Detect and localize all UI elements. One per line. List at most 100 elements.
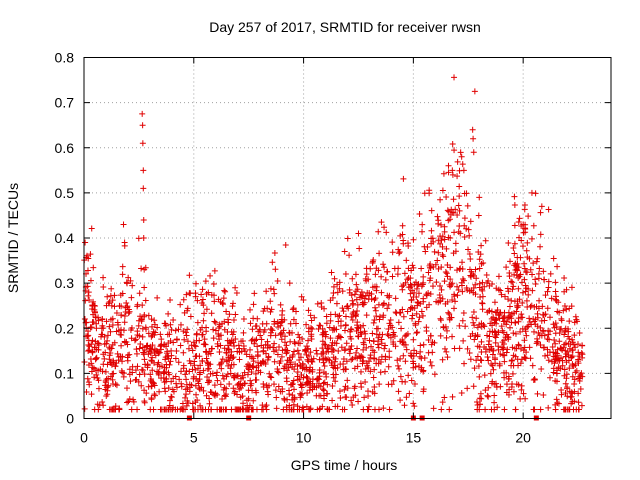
y-tick-label: 0.8 [55,50,75,66]
data-point [363,277,370,284]
data-point [89,302,96,309]
data-point [473,315,480,322]
data-point [548,358,555,365]
data-point [187,313,194,320]
data-point [241,369,248,376]
data-point [164,348,171,355]
data-point [327,335,334,342]
data-point [575,399,582,406]
data-point [375,228,382,235]
data-point [128,324,135,331]
data-point [441,236,448,243]
data-point [492,339,499,346]
data-point [555,364,562,371]
data-point [410,236,417,243]
data-point [114,350,121,357]
data-point [443,327,450,334]
data-point [383,229,390,236]
data-point [114,319,121,326]
data-point [519,243,526,250]
data-point [455,287,462,294]
data-point [149,332,156,339]
data-point [303,403,310,410]
data-point [575,349,582,356]
data-point [104,387,111,394]
data-point [454,173,461,180]
data-point [451,291,458,298]
data-point [139,110,146,117]
data-point [105,382,112,389]
data-point [281,339,288,346]
data-point [361,295,368,302]
data-point [455,202,462,209]
data-point [194,319,201,326]
data-point [522,326,529,333]
data-point [564,385,571,392]
data-point [561,275,568,282]
data-point [280,327,287,334]
data-point [355,230,362,237]
y-axis-label: SRMTID / TECUs [5,183,21,293]
data-point [348,326,355,333]
data-point [258,342,265,349]
data-point [218,360,225,367]
data-point [189,400,196,407]
data-point [104,332,111,339]
data-point [553,378,560,385]
data-point [120,221,127,228]
data-point [93,325,100,332]
data-point [296,334,303,341]
data-point [371,296,378,303]
data-point [119,358,126,365]
data-point [143,326,150,333]
data-point [157,331,164,338]
data-point [124,357,131,364]
data-point [333,300,340,307]
data-point [332,371,339,378]
data-point [284,357,291,364]
data-point [168,378,175,385]
data-point [404,308,411,315]
data-point [216,336,223,343]
data-point [507,258,514,265]
data-point [192,382,199,389]
data-point [236,356,243,363]
data-point [250,397,257,404]
data-point [86,347,93,354]
data-point [529,287,536,294]
data-point [260,308,267,315]
data-point [140,167,147,174]
data-point [552,320,559,327]
data-point [387,334,394,341]
data-point [359,301,366,308]
data-point [522,282,529,289]
data-point [93,354,100,361]
data-point [562,390,569,396]
y-tick-label: 0.7 [55,95,75,111]
data-point [200,387,207,394]
data-point [199,296,206,303]
data-point [289,381,296,388]
data-point [395,319,402,326]
data-point [411,347,418,354]
data-point [317,322,324,329]
data-point [281,395,288,402]
data-point [168,326,175,333]
data-point [320,392,327,399]
data-point [152,352,159,359]
data-point [162,320,169,327]
data-point [561,288,568,295]
data-point [168,394,175,401]
data-point [472,266,479,273]
data-point [280,406,287,413]
data-point [367,354,374,361]
data-point [246,362,253,369]
data-point [119,290,126,297]
data-point [362,366,369,373]
data-point [230,361,237,368]
data-point [492,334,499,341]
data-point [479,306,486,313]
data-point [367,265,374,272]
data-point [544,305,551,312]
data-point [173,380,180,387]
